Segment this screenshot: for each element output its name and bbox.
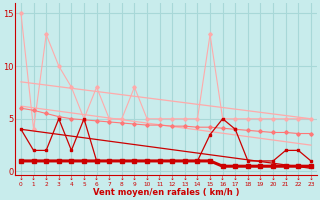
- X-axis label: Vent moyen/en rafales ( km/h ): Vent moyen/en rafales ( km/h ): [93, 188, 239, 197]
